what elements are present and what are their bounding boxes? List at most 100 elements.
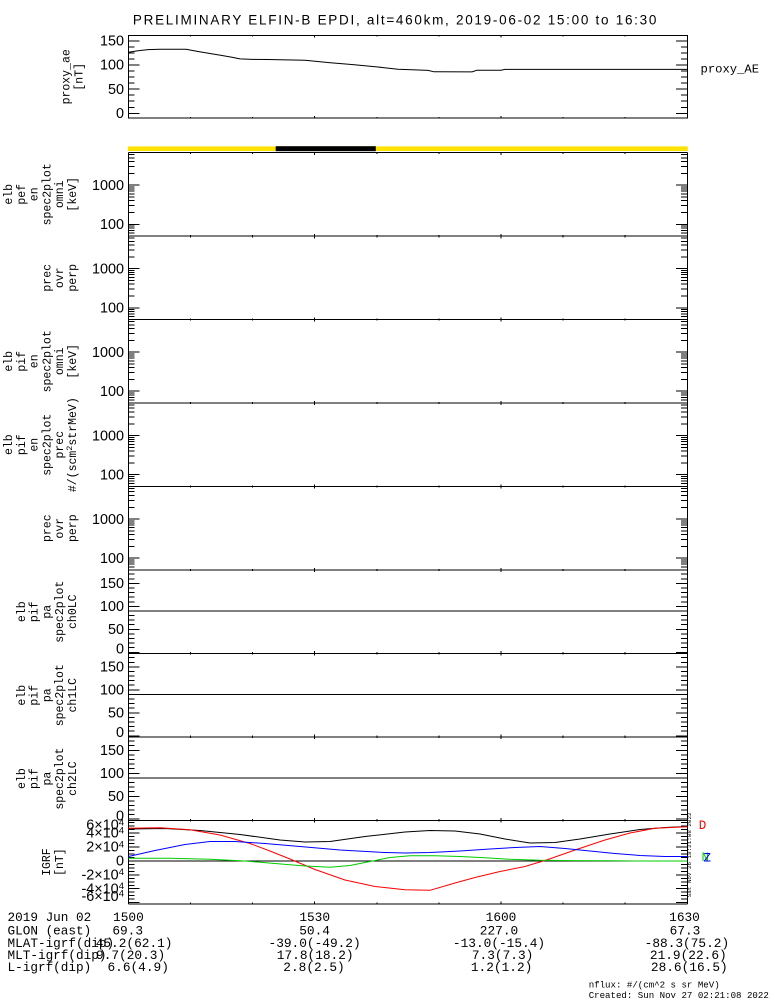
svg-text:50: 50 xyxy=(108,82,124,98)
svg-text:ovr: ovr xyxy=(54,518,67,539)
svg-text:-6×104: -6×104 xyxy=(81,889,124,905)
svg-text:spec2plot: spec2plot xyxy=(41,163,54,225)
svg-text:pa: pa xyxy=(41,688,54,702)
svg-text:1000: 1000 xyxy=(92,512,124,528)
svg-text:227.0: 227.0 xyxy=(480,923,518,938)
svg-text:spec2plot: spec2plot xyxy=(41,330,54,392)
svg-text:1000: 1000 xyxy=(92,345,124,361)
svg-text:9.7(20.3): 9.7(20.3) xyxy=(96,948,165,963)
svg-text:67.3: 67.3 xyxy=(670,923,701,938)
svg-text:0: 0 xyxy=(116,641,124,657)
svg-text:28.6(16.5): 28.6(16.5) xyxy=(651,960,728,975)
svg-text:MLAT-igrf(dip): MLAT-igrf(dip) xyxy=(8,936,115,951)
svg-text:[nT]: [nT] xyxy=(54,848,67,876)
svg-text:pif: pif xyxy=(16,351,29,372)
svg-text:L-igrf(dip): L-igrf(dip) xyxy=(8,960,92,975)
svg-text:6×104: 6×104 xyxy=(86,817,124,833)
svg-text:0: 0 xyxy=(116,106,124,122)
svg-text:pif: pif xyxy=(29,601,42,622)
svg-text:en: en xyxy=(29,187,42,201)
svg-text:pa: pa xyxy=(41,772,54,786)
svg-text:ch0LC: ch0LC xyxy=(67,594,80,629)
svg-text:150: 150 xyxy=(100,660,124,676)
svg-text:pef: pef xyxy=(16,184,29,205)
svg-text:2.8(2.5): 2.8(2.5) xyxy=(283,960,344,975)
svg-text:perp: perp xyxy=(67,264,80,292)
svg-text:0: 0 xyxy=(116,725,124,741)
svg-text:0: 0 xyxy=(116,808,124,824)
svg-text:50: 50 xyxy=(108,706,124,722)
svg-text:-2×104: -2×104 xyxy=(81,867,124,883)
svg-text:#/(scm2strMeV): #/(scm2strMeV) xyxy=(65,397,80,492)
svg-text:4×104: 4×104 xyxy=(86,826,124,842)
svg-text:100: 100 xyxy=(100,384,124,400)
svg-text:2×104: 2×104 xyxy=(86,839,124,855)
svg-text:1530: 1530 xyxy=(299,910,330,925)
svg-text:[keV]: [keV] xyxy=(67,177,80,212)
svg-text:omni: omni xyxy=(54,347,67,375)
svg-text:100: 100 xyxy=(100,217,124,233)
svg-text:elb: elb xyxy=(16,601,29,622)
svg-text:proxy_ae: proxy_ae xyxy=(61,49,74,104)
svg-text:6.6(4.9): 6.6(4.9) xyxy=(107,960,168,975)
svg-text:17.8(18.2): 17.8(18.2) xyxy=(277,948,354,963)
svg-text:ovr: ovr xyxy=(54,267,67,288)
svg-text:7.3(7.3): 7.3(7.3) xyxy=(472,948,533,963)
svg-text:0: 0 xyxy=(116,854,124,870)
svg-text:spec2plot: spec2plot xyxy=(41,414,54,476)
svg-text:50: 50 xyxy=(108,622,124,638)
svg-text:Sat Nov 26 18:21:08 2022: Sat Nov 26 18:21:08 2022 xyxy=(686,812,693,897)
svg-text:100: 100 xyxy=(100,766,124,782)
svg-text:en: en xyxy=(29,354,42,368)
svg-text:-4×104: -4×104 xyxy=(81,881,124,897)
svg-text:pa: pa xyxy=(41,605,54,619)
svg-text:-88.3(75.2): -88.3(75.2) xyxy=(645,936,729,951)
svg-text:nflux: #/(cm^2 s sr MeV): nflux: #/(cm^2 s sr MeV) xyxy=(589,979,720,990)
svg-text:prec: prec xyxy=(41,264,54,292)
svg-text:150: 150 xyxy=(100,576,124,592)
svg-text:69.3: 69.3 xyxy=(112,923,143,938)
svg-text:-13.0(-15.4): -13.0(-15.4) xyxy=(453,936,545,951)
svg-text:1630: 1630 xyxy=(669,910,700,925)
svg-text:IGRF: IGRF xyxy=(41,848,54,876)
svg-text:1600: 1600 xyxy=(486,910,517,925)
svg-text:elb: elb xyxy=(3,351,16,372)
svg-text:spec2plot: spec2plot xyxy=(54,581,67,643)
svg-text:1500: 1500 xyxy=(113,910,144,925)
svg-text:prec: prec xyxy=(41,514,54,542)
svg-text:ch1LC: ch1LC xyxy=(67,678,80,713)
svg-text:Z: Z xyxy=(704,852,712,866)
svg-text:1000: 1000 xyxy=(92,178,124,194)
svg-text:150: 150 xyxy=(100,743,124,759)
svg-text:100: 100 xyxy=(100,599,124,615)
svg-text:en: en xyxy=(29,438,42,452)
svg-text:100: 100 xyxy=(100,301,124,317)
svg-text:100: 100 xyxy=(100,683,124,699)
svg-text:N: N xyxy=(702,851,710,865)
svg-text:elb: elb xyxy=(16,685,29,706)
svg-text:PRELIMINARY ELFIN-B EPDI, alt=: PRELIMINARY ELFIN-B EPDI, alt=460km, 201… xyxy=(133,12,658,27)
svg-text:150: 150 xyxy=(100,34,124,50)
svg-text:50: 50 xyxy=(108,789,124,805)
svg-text:spec2plot: spec2plot xyxy=(54,748,67,810)
svg-text:100: 100 xyxy=(100,58,124,74)
svg-text:100: 100 xyxy=(100,551,124,567)
svg-text:pif: pif xyxy=(29,685,42,706)
svg-text:[keV]: [keV] xyxy=(67,344,80,379)
svg-text:50.4: 50.4 xyxy=(299,923,330,938)
svg-text:omni: omni xyxy=(54,180,67,208)
svg-text:proxy_AE: proxy_AE xyxy=(701,63,760,77)
svg-text:prec: prec xyxy=(54,431,67,459)
svg-text:45.2(62.1): 45.2(62.1) xyxy=(96,936,173,951)
svg-text:Created: Sun Nov 27 02:21:08 2: Created: Sun Nov 27 02:21:08 2022 xyxy=(589,990,769,1000)
svg-text:pif: pif xyxy=(16,434,29,455)
svg-text:elb: elb xyxy=(16,768,29,789)
svg-text:spec2plot: spec2plot xyxy=(54,664,67,726)
svg-text:D: D xyxy=(699,819,707,833)
svg-text:1000: 1000 xyxy=(92,261,124,277)
svg-text:1.2(1.2): 1.2(1.2) xyxy=(471,960,532,975)
svg-text:2019 Jun 02: 2019 Jun 02 xyxy=(8,910,92,925)
svg-text:perp: perp xyxy=(67,514,80,542)
svg-text:elb: elb xyxy=(3,434,16,455)
svg-text:pif: pif xyxy=(29,768,42,789)
